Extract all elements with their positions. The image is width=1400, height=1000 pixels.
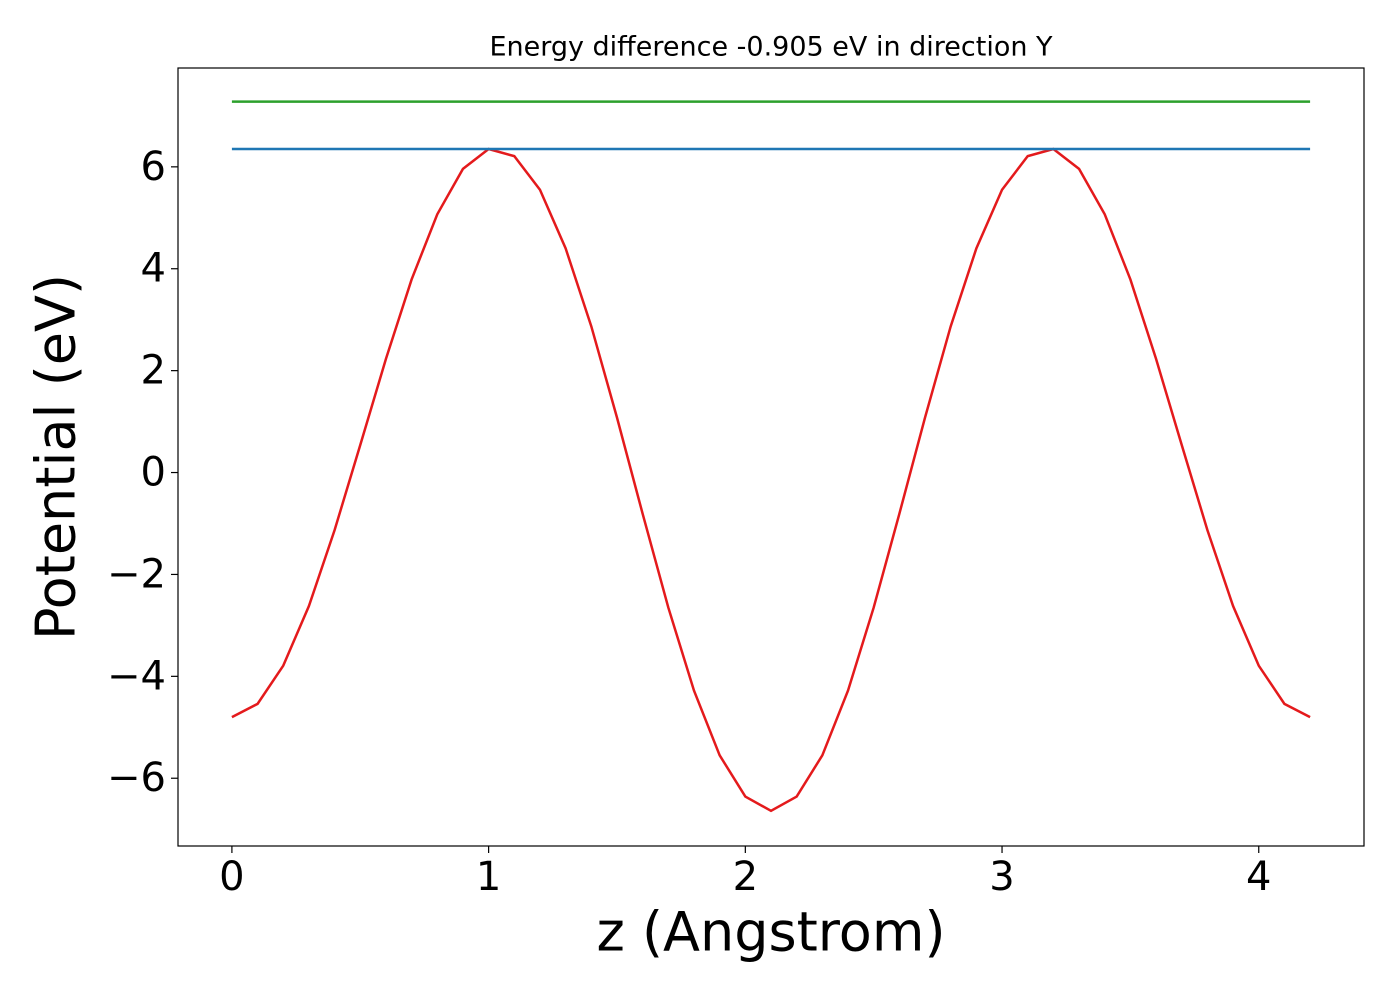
y-tick-label: 0 bbox=[141, 450, 166, 496]
x-tick-label: 1 bbox=[476, 854, 501, 900]
y-tick-label: −6 bbox=[107, 755, 166, 801]
data-line bbox=[231, 147, 1311, 813]
y-tick-label: 6 bbox=[141, 144, 166, 190]
y-tick-label: −2 bbox=[107, 551, 166, 597]
x-tick-label: 4 bbox=[1246, 854, 1271, 900]
x-tick-label: 2 bbox=[733, 854, 758, 900]
x-tick-label: 3 bbox=[989, 854, 1014, 900]
chart-title: Energy difference -0.905 eV in direction… bbox=[489, 32, 1053, 63]
y-tick-label: 2 bbox=[141, 348, 166, 394]
y-tick-label: −4 bbox=[107, 653, 166, 699]
x-tick-label: 0 bbox=[219, 854, 244, 900]
y-axis-label: Potential (eV) bbox=[25, 274, 88, 640]
x-axis-label: z (Angstrom) bbox=[596, 901, 945, 964]
y-tick-label: 4 bbox=[141, 246, 166, 292]
plot-frame bbox=[177, 67, 1365, 847]
